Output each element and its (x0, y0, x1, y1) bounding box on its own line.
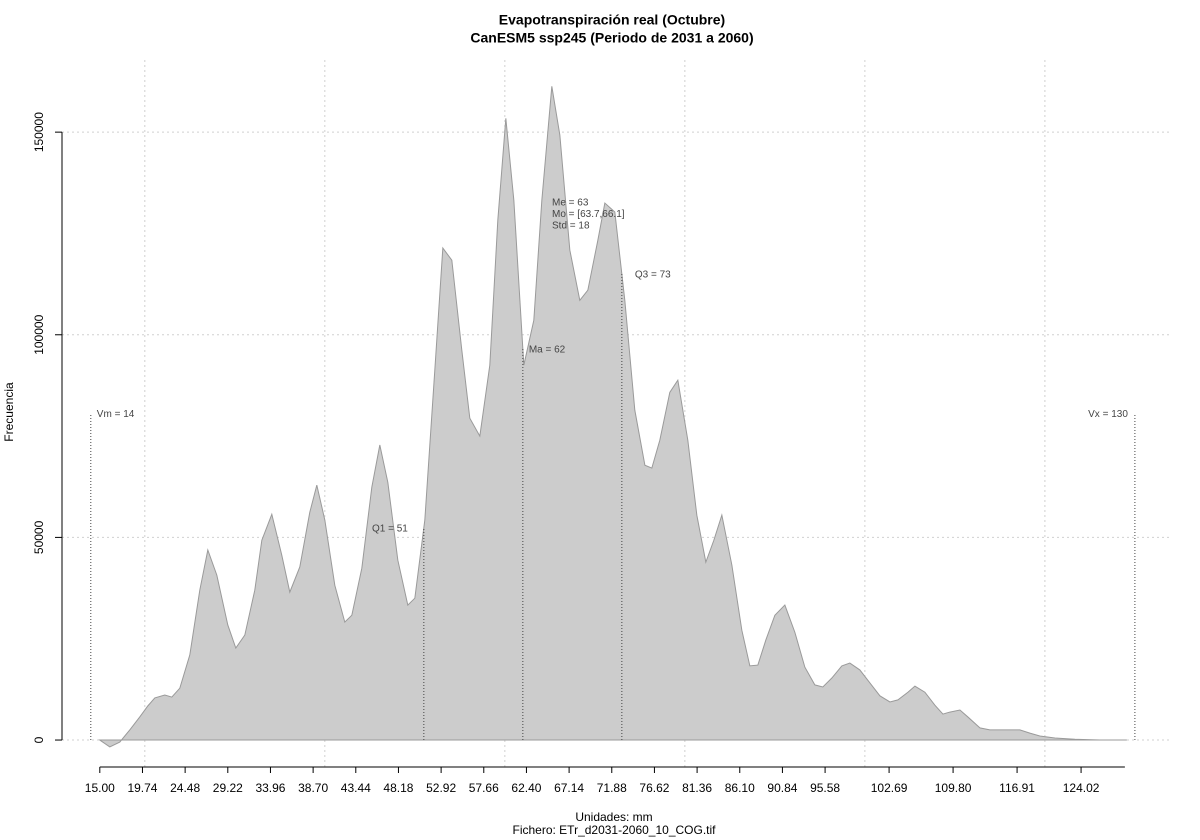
marker-label: Q1 = 51 (372, 523, 408, 534)
x-tick-label: 29.22 (213, 781, 243, 795)
x-tick-label: 71.88 (597, 781, 627, 795)
chart-subtitle: CanESM5 ssp245 (Periodo de 2031 a 2060) (470, 30, 753, 46)
x-tick-label: 62.40 (511, 781, 541, 795)
x-tick-label: 38.70 (298, 781, 328, 795)
x-tick-label: 116.91 (999, 781, 1035, 795)
y-tick-label: 0 (32, 736, 46, 743)
x-axis-label: Unidades: mm (575, 810, 652, 824)
x-tick-label: 86.10 (725, 781, 755, 795)
y-tick-label: 100000 (32, 314, 46, 354)
x-tick-label: 90.84 (767, 781, 797, 795)
y-axis-label: Frecuencia (2, 382, 16, 442)
marker-label: Ma = 62 (529, 344, 566, 355)
x-tick-label: 24.48 (170, 781, 200, 795)
x-tick-label: 19.74 (127, 781, 157, 795)
y-tick-label: 50000 (32, 520, 46, 554)
x-tick-label: 81.36 (682, 781, 712, 795)
chart-title: Evapotranspiración real (Octubre) (499, 12, 725, 28)
x-tick-label: 43.44 (341, 781, 371, 795)
x-tick-label: 102.69 (871, 781, 908, 795)
x-tick-label: 124.02 (1063, 781, 1100, 795)
x-tick-label: 95.58 (810, 781, 840, 795)
density-area (98, 86, 1127, 748)
y-tick-label: 150000 (32, 112, 46, 152)
x-tick-label: 33.96 (255, 781, 285, 795)
x-tick-label: 52.92 (426, 781, 456, 795)
caption: Fichero: ETr_d2031-2060_10_COG.tif (513, 823, 717, 837)
x-tick-label: 48.18 (383, 781, 413, 795)
x-tick-label: 57.66 (469, 781, 499, 795)
stat-label: Mo = [63.7,66.1] (552, 209, 625, 220)
x-tick-label: 67.14 (554, 781, 584, 795)
marker-label: Vx = 130 (1088, 409, 1128, 420)
x-tick-label: 109.80 (935, 781, 972, 795)
x-tick-label: 15.00 (85, 781, 115, 795)
marker-label: Vm = 14 (97, 409, 135, 420)
stat-label: Std = 18 (552, 221, 590, 232)
marker-label: Q3 = 73 (635, 270, 671, 281)
stat-label: Me = 63 (552, 198, 589, 209)
x-tick-label: 76.62 (639, 781, 669, 795)
